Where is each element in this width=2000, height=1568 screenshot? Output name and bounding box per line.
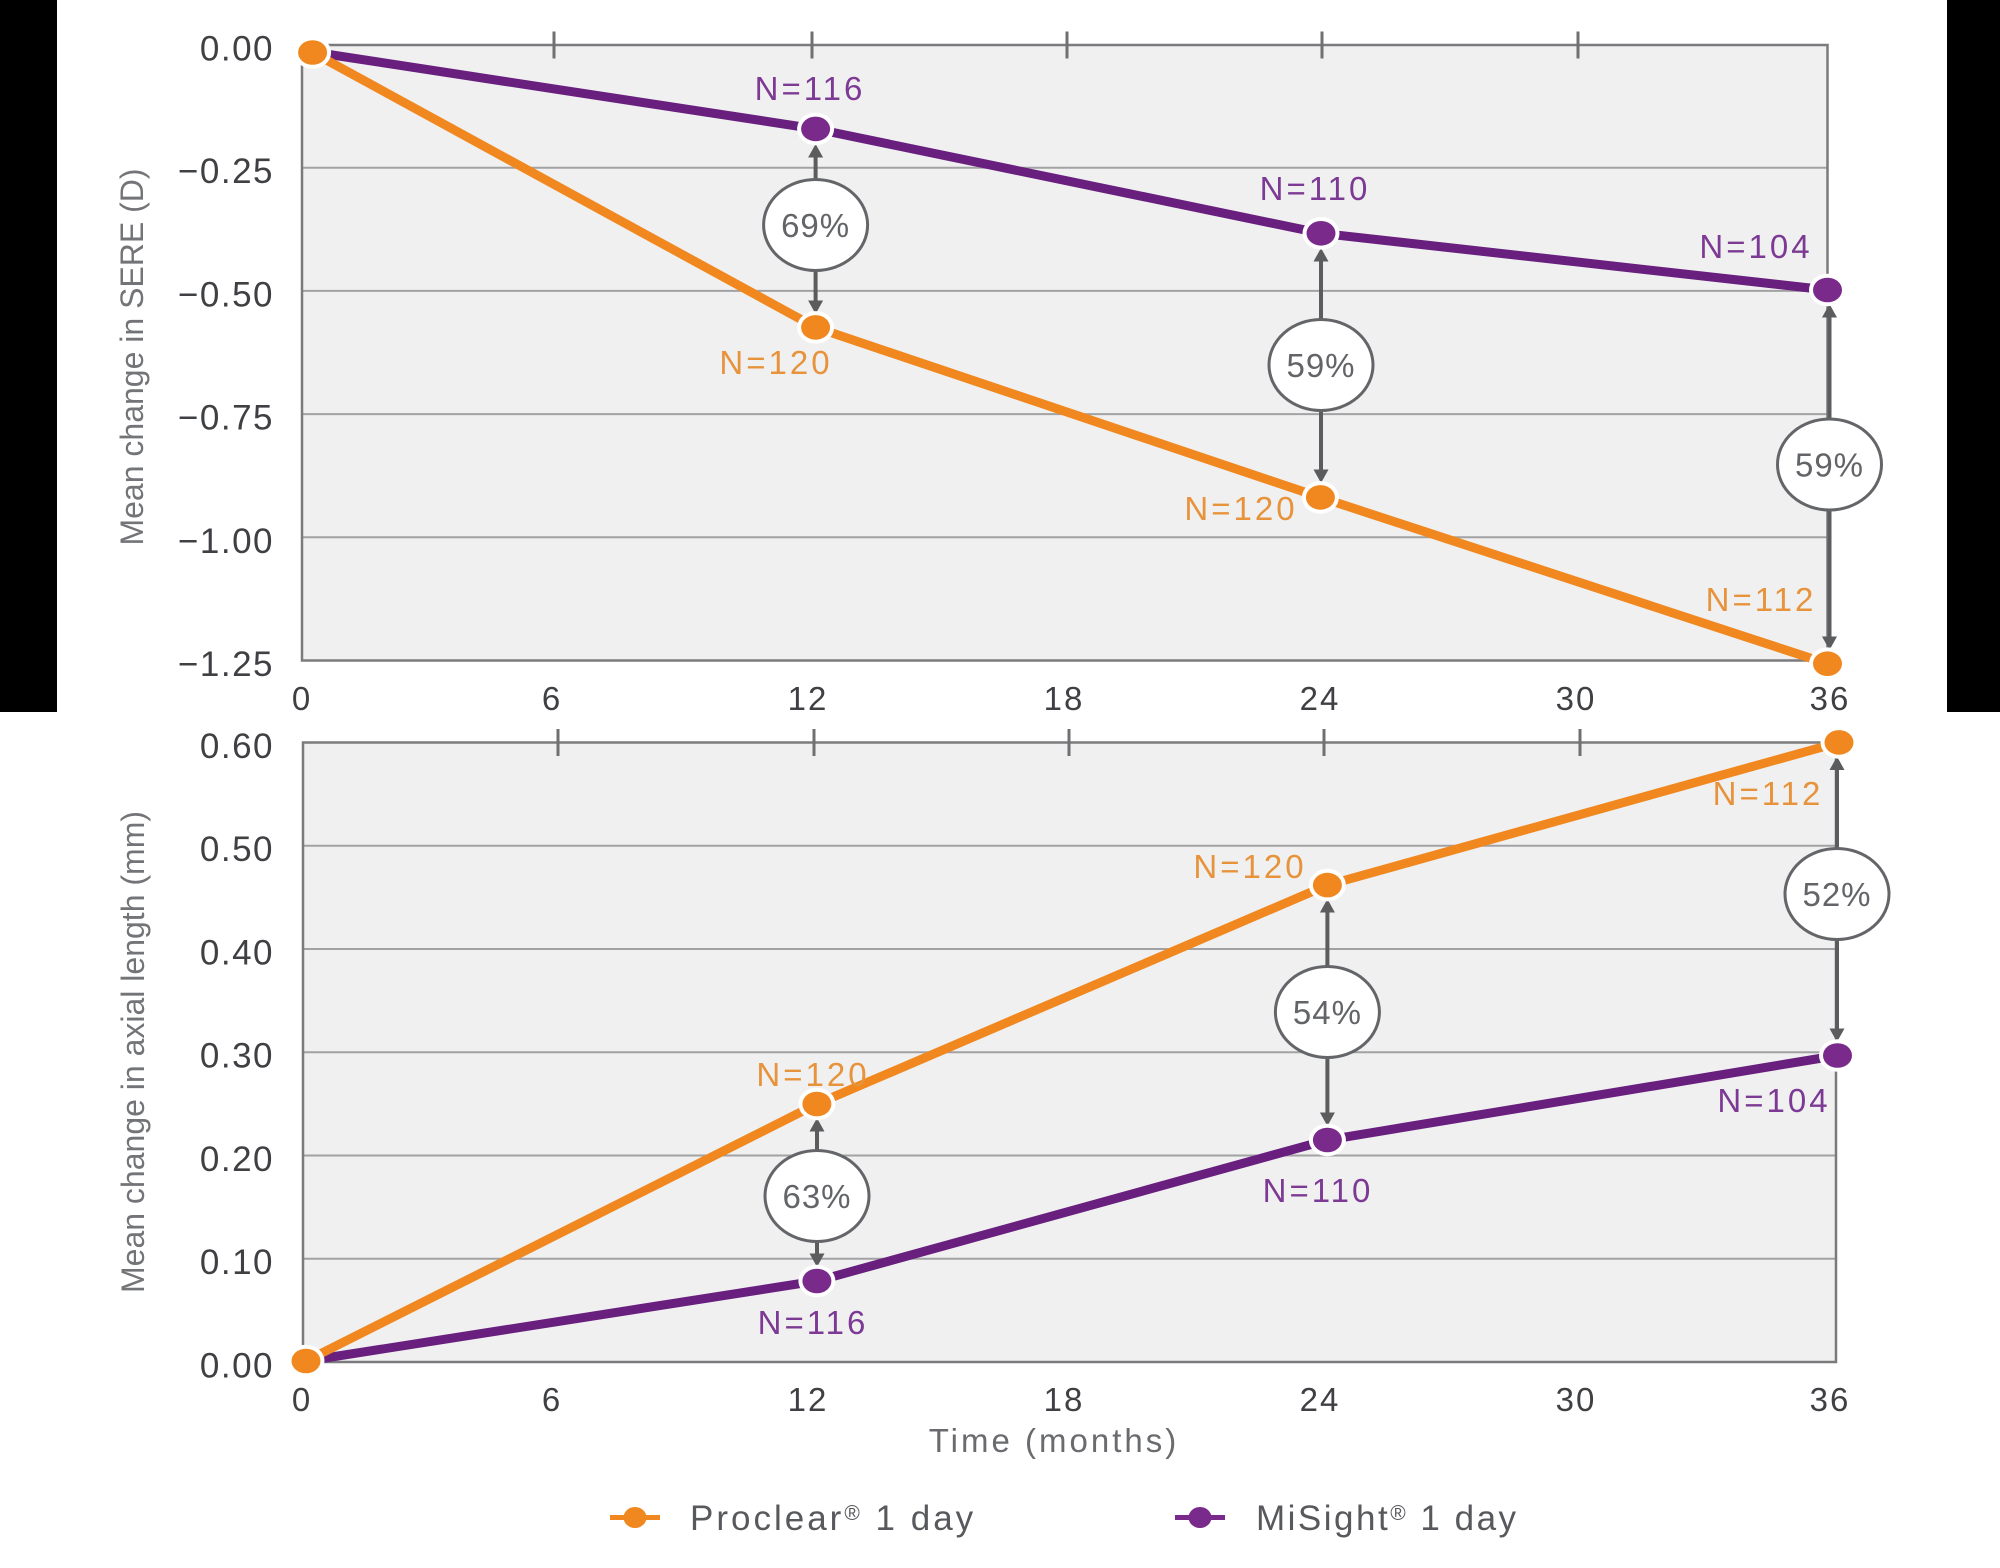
svg-text:−0.75: −0.75 <box>178 399 274 438</box>
svg-text:N=120: N=120 <box>756 1056 869 1093</box>
svg-text:N=112: N=112 <box>1706 581 1817 618</box>
svg-text:N=116: N=116 <box>758 1304 869 1341</box>
svg-text:N=104: N=104 <box>1717 1082 1830 1119</box>
svg-text:N=110: N=110 <box>1260 170 1371 207</box>
svg-text:N=120: N=120 <box>1193 848 1306 885</box>
svg-text:6: 6 <box>542 1381 562 1418</box>
svg-text:0.30: 0.30 <box>200 1037 274 1076</box>
svg-text:0.10: 0.10 <box>200 1243 274 1282</box>
svg-text:63%: 63% <box>782 1178 851 1215</box>
svg-text:0.60: 0.60 <box>200 727 274 766</box>
svg-text:30: 30 <box>1556 680 1597 717</box>
svg-text:−1.25: −1.25 <box>178 645 274 684</box>
svg-text:Mean change in axial length (m: Mean change in axial length (mm) <box>115 811 151 1293</box>
svg-text:Mean change in SERE (D): Mean change in SERE (D) <box>114 168 150 545</box>
svg-text:59%: 59% <box>1286 347 1355 384</box>
svg-text:0.50: 0.50 <box>200 830 274 869</box>
svg-text:52%: 52% <box>1802 876 1871 913</box>
svg-text:24: 24 <box>1300 680 1341 717</box>
svg-text:−0.50: −0.50 <box>178 275 274 314</box>
svg-text:36: 36 <box>1810 1381 1851 1418</box>
svg-text:N=112: N=112 <box>1713 775 1824 812</box>
svg-text:0.40: 0.40 <box>200 934 274 973</box>
svg-text:Proclear® 1 day: Proclear® 1 day <box>690 1499 976 1538</box>
svg-text:N=116: N=116 <box>755 70 866 107</box>
svg-text:N=120: N=120 <box>719 344 832 381</box>
svg-text:0.20: 0.20 <box>200 1140 274 1179</box>
svg-text:−0.25: −0.25 <box>178 152 274 191</box>
svg-text:N=120: N=120 <box>1184 490 1297 527</box>
svg-text:MiSight® 1 day: MiSight® 1 day <box>1256 1499 1519 1538</box>
svg-text:N=104: N=104 <box>1699 228 1812 265</box>
svg-text:0: 0 <box>292 1381 312 1418</box>
svg-text:6: 6 <box>542 680 562 717</box>
svg-text:36: 36 <box>1810 680 1851 717</box>
svg-text:0.00: 0.00 <box>200 1347 274 1386</box>
svg-text:Time (months): Time (months) <box>929 1422 1179 1459</box>
svg-text:54%: 54% <box>1293 994 1362 1031</box>
svg-text:18: 18 <box>1044 680 1085 717</box>
svg-text:18: 18 <box>1044 1381 1085 1418</box>
svg-text:30: 30 <box>1556 1381 1597 1418</box>
svg-text:−1.00: −1.00 <box>178 522 274 561</box>
svg-text:0: 0 <box>292 680 312 717</box>
svg-text:59%: 59% <box>1795 447 1864 484</box>
svg-text:12: 12 <box>788 680 829 717</box>
svg-text:24: 24 <box>1300 1381 1341 1418</box>
svg-text:69%: 69% <box>781 207 850 244</box>
svg-text:0.00: 0.00 <box>200 30 274 69</box>
svg-text:12: 12 <box>788 1381 829 1418</box>
svg-text:N=110: N=110 <box>1263 1172 1374 1209</box>
